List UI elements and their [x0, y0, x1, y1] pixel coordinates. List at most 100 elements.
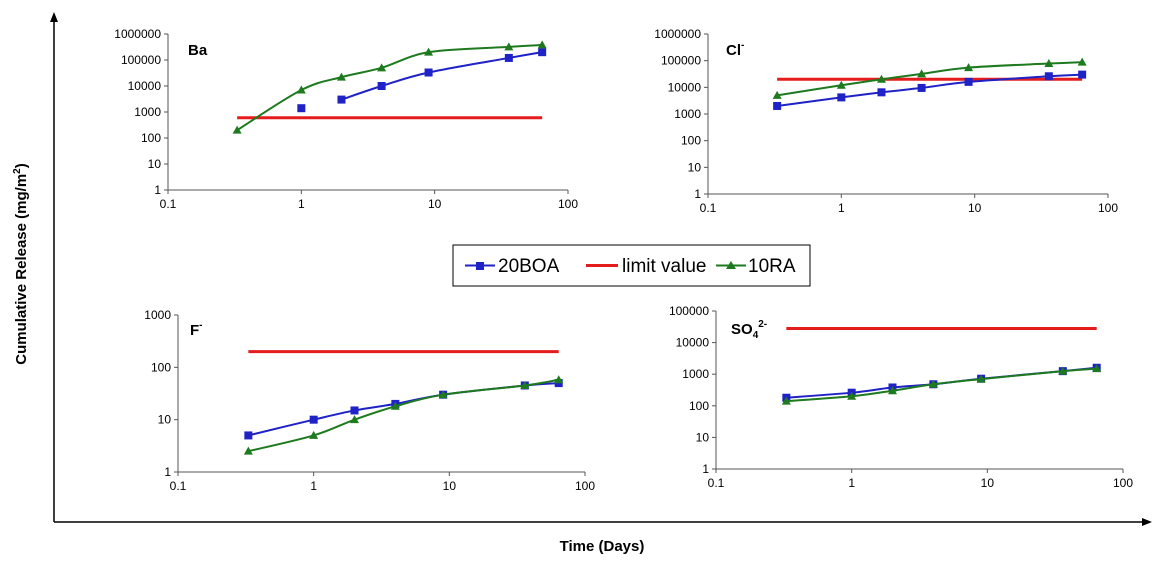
- panel-so42-ytick-label: 100: [689, 399, 709, 413]
- panel-cl-series-10ra-point: [1044, 59, 1054, 68]
- panel-f-series-20boa-point: [350, 406, 359, 415]
- panel-ba-ytick-label: 100000: [121, 53, 161, 67]
- panel-so42-label-sub: 4: [753, 330, 759, 341]
- legend-box: [452, 244, 811, 287]
- panel-so42-series-10ra-point: [888, 386, 898, 395]
- panel-cl-label-main: Cl: [726, 42, 741, 59]
- panel-f-xtick-label: 1: [310, 479, 317, 493]
- panel-ba-series-10ra-point: [424, 47, 434, 56]
- outer-x-axis-arrow: [1142, 518, 1152, 526]
- panel-cl-ytick-label: 1000: [674, 107, 701, 121]
- panel-ba-xtick-label: 100: [558, 197, 578, 211]
- panel-so42-label: SO42-: [731, 319, 767, 341]
- panel-cl-series-20boa-point: [837, 93, 846, 102]
- x-axis-title: Time (Days): [560, 538, 645, 555]
- panel-f-series-10ra-line: [248, 378, 559, 453]
- panel-cl-xtick-label: 100: [1098, 201, 1118, 215]
- panel-so42-series-10ra: [781, 364, 1102, 405]
- panel-ba-series-10ra-point: [296, 85, 306, 94]
- legend-marker-20boa: [476, 262, 484, 270]
- panel-f-series-10ra-point: [438, 390, 448, 399]
- panel-cl-ytick-label: 1: [694, 187, 701, 201]
- legend-label-20boa: 20BOA: [498, 256, 560, 277]
- panel-ba-series-10ra-point: [504, 42, 514, 51]
- panel-f-label-main: F: [190, 322, 199, 339]
- panel-so42-xtick-label: 10: [981, 476, 995, 490]
- panel-ba-ytick-label: 100: [141, 131, 161, 145]
- panel-cl-ytick-label: 100000: [661, 54, 701, 68]
- panel-ba-series-10ra-point: [336, 72, 346, 81]
- panel-cl-series-10ra-point: [917, 69, 927, 78]
- panel-ba-xtick-label: 0.1: [160, 197, 177, 211]
- legend-item-10ra: 10RA: [716, 256, 796, 277]
- panel-ba-series-20boa-point: [297, 104, 306, 113]
- panel-so42-series-10ra-point: [1092, 364, 1102, 373]
- panel-ba-xtick-label: 1: [298, 197, 305, 211]
- panel-ba-series-10ra-point: [377, 63, 387, 72]
- y-axis-title: Cumulative Release (mg/m2): [12, 163, 30, 364]
- panel-ba-series-20boa-point: [337, 95, 346, 104]
- legend-label-limit-value: limit value: [622, 256, 706, 277]
- legend-label-10ra: 10RA: [748, 256, 796, 277]
- panel-cl-series-20boa-point: [1044, 72, 1053, 81]
- panel-f-series-10ra-point: [243, 446, 253, 455]
- panel-cl-label-sup: -: [741, 40, 744, 51]
- legend-item-20boa: 20BOA: [465, 256, 560, 277]
- legend-item-limit-value: limit value: [586, 256, 706, 277]
- panel-ba-series-10ra: [232, 40, 547, 134]
- panel-cl-series-10ra-point: [772, 90, 782, 99]
- panel-so42-xtick-label: 100: [1113, 476, 1133, 490]
- panel-so42-label-sup: 2-: [758, 319, 767, 330]
- panel-f-ytick-label: 1: [164, 465, 171, 479]
- outer-axes: [50, 12, 1152, 526]
- y-axis-title-sup: 2: [12, 168, 23, 174]
- panel-f-series-20boa-line: [248, 382, 559, 437]
- panel-f-series-20boa-point: [244, 431, 253, 440]
- panel-f-series-10ra-point: [350, 415, 360, 424]
- panel-ba-ytick-label: 1000000: [114, 27, 161, 41]
- legend: 20BOA limit value 10RA: [452, 244, 811, 287]
- panel-so42-series-10ra-line: [786, 367, 1097, 403]
- panel-ba-label-main: Ba: [188, 42, 208, 59]
- panel-ba-label: Ba: [188, 42, 208, 59]
- panel-cl-series-10ra-point: [1077, 57, 1087, 66]
- panel-ba-series-20boa: [297, 48, 547, 113]
- panel-cl-series-20boa: [773, 70, 1087, 110]
- panel-f-series-20boa-point: [309, 415, 318, 424]
- panel-f-series-10ra-point: [554, 375, 564, 384]
- panel-f-label: F-: [190, 320, 203, 339]
- panel-cl-xtick-label: 1: [838, 201, 845, 215]
- panel-so42-series-10ra-point: [1058, 366, 1068, 375]
- panel-ba-series-20boa-point: [504, 53, 513, 62]
- panel-cl-series-20boa-point: [1078, 70, 1087, 79]
- panel-ba-ytick-label: 1000: [134, 105, 161, 119]
- panel-ba-series-20boa-point: [538, 48, 547, 57]
- panel-f-xtick-label: 10: [443, 479, 457, 493]
- panel-f-series-10ra-point: [309, 430, 319, 439]
- panel-ba-series-10ra-point: [232, 125, 242, 134]
- panel-so42-series-10ra-point: [928, 379, 938, 388]
- panel-so42-ytick-label: 1: [702, 462, 709, 476]
- panel-cl-xtick-label: 10: [968, 201, 982, 215]
- panel-ba-series-20boa-point: [377, 82, 386, 90]
- outer-y-axis-arrow: [50, 12, 58, 22]
- panel-cl-series-10ra-point: [876, 74, 886, 83]
- panel-cl-ytick-label: 1000000: [654, 27, 701, 41]
- panel-so42-ytick-label: 10000: [676, 336, 710, 350]
- panel-so42-series-10ra-point: [847, 391, 857, 400]
- panel-ba-ytick-label: 10: [148, 157, 162, 171]
- panel-cl-series-10ra: [772, 57, 1087, 99]
- panel-f-xtick-label: 100: [575, 479, 595, 493]
- panel-ba-ytick-label: 1: [154, 183, 161, 197]
- panel-so42-xtick-label: 1: [848, 476, 855, 490]
- panel-cl-ytick-label: 10: [688, 160, 702, 174]
- panel-cl-ytick-label: 100: [681, 134, 701, 148]
- panel-f-ytick-label: 10: [158, 413, 172, 427]
- panel-ba-ytick-label: 10000: [128, 79, 162, 93]
- panel-f-series-10ra: [243, 375, 564, 455]
